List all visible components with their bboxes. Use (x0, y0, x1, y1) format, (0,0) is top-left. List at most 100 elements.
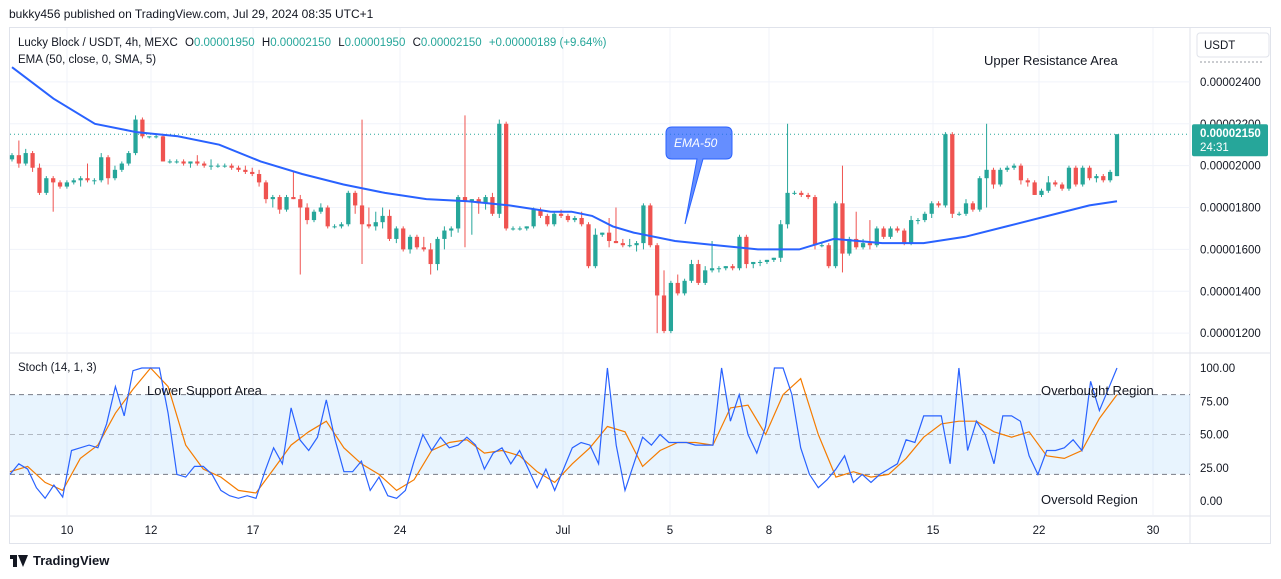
candle (874, 226, 879, 248)
candle (1094, 174, 1099, 183)
candle-body (455, 197, 461, 229)
candle-body (874, 228, 879, 246)
candle-body (37, 167, 42, 193)
stoch-axis-labels: 100.00 75.00 50.00 25.00 0.00 (1200, 363, 1235, 508)
candle (1005, 165, 1010, 172)
candle-body (1087, 167, 1092, 179)
candle-body (586, 224, 591, 267)
candle (174, 159, 179, 164)
candle (819, 243, 825, 248)
candle (936, 201, 941, 208)
time-tick-label: 12 (145, 525, 158, 537)
candle-body (854, 238, 859, 248)
candlestick-series[interactable] (9, 115, 1120, 334)
currency-button-bg[interactable] (1196, 32, 1270, 58)
candle-body (552, 213, 557, 225)
tradingview-brand[interactable]: TradingView (10, 553, 109, 568)
candle-body (641, 205, 646, 244)
candle (160, 134, 166, 162)
time-tick-label: 15 (927, 525, 940, 537)
candle (250, 167, 255, 177)
stoch-d-line[interactable] (9, 367, 1118, 494)
candle-body (44, 178, 49, 193)
price-grid (10, 81, 1190, 334)
candle (1066, 165, 1072, 191)
candle (1101, 174, 1106, 183)
candle (552, 211, 557, 227)
candle-body (984, 169, 989, 179)
legend-ema: EMA (50, close, 0, SMA, 5) (18, 54, 156, 66)
candle-body (30, 153, 35, 168)
candle (401, 226, 406, 252)
candle (311, 209, 317, 223)
candle-body (188, 161, 193, 164)
candle (929, 201, 934, 218)
candle-body (531, 209, 536, 227)
candle-body (92, 180, 97, 182)
candle (682, 278, 687, 296)
candle (771, 257, 776, 262)
candle-body (998, 169, 1003, 185)
candle-body (78, 178, 83, 181)
candle-body (222, 165, 227, 167)
candle-body (140, 119, 145, 137)
candle-body (572, 217, 577, 221)
candle (277, 194, 282, 214)
candle-body (970, 203, 975, 210)
candle-body (1066, 167, 1072, 189)
candle-body (840, 203, 845, 254)
legend-stoch: Stoch (14, 1, 3) (18, 362, 97, 374)
ema-50-line[interactable] (11, 66, 1118, 251)
candle (1011, 163, 1017, 170)
candle-body (270, 197, 275, 200)
candle (524, 226, 529, 231)
candle-body (167, 161, 172, 163)
candle-body (613, 241, 619, 244)
candle (641, 203, 646, 250)
candle (895, 226, 900, 233)
candle (510, 226, 516, 231)
candle-body (696, 264, 701, 283)
candle-body (661, 295, 667, 332)
candle-body (579, 217, 584, 225)
stoch-k-line[interactable] (9, 367, 1118, 500)
price-tick-label: 0.00001800 (1200, 203, 1261, 215)
candle-body (703, 270, 708, 283)
candle (202, 161, 207, 168)
candle-body (1046, 182, 1051, 191)
candle (593, 228, 598, 269)
candle (421, 236, 426, 252)
time-axis-labels: 10 12 17 24 Jul 5 8 15 22 30 (61, 525, 1160, 537)
candle-body (991, 169, 996, 185)
candle-body (950, 134, 955, 214)
candle-body (64, 182, 70, 187)
candle (476, 197, 481, 214)
candle-body (565, 215, 571, 221)
candle (325, 205, 330, 229)
candle (586, 222, 591, 269)
candle (387, 209, 392, 242)
candle-body (915, 220, 921, 222)
candle (119, 161, 124, 172)
candle-body (545, 215, 550, 225)
candle (785, 123, 790, 229)
candle-body (860, 243, 866, 248)
currency-button[interactable]: USDT (1204, 40, 1235, 52)
time-tick-label: 17 (247, 525, 260, 537)
candle-body (414, 236, 420, 248)
candle (606, 217, 612, 248)
price-tick-label: 0.00001400 (1200, 286, 1261, 298)
candle (696, 259, 701, 285)
candle-body (504, 123, 509, 229)
candle (1114, 134, 1120, 177)
candle-body (1032, 182, 1037, 195)
candle-body (250, 171, 255, 175)
candle (943, 132, 948, 208)
candle (346, 190, 351, 227)
candle-body (963, 203, 969, 214)
candle-body (1114, 134, 1120, 177)
candle-body (9, 155, 15, 160)
candle (112, 165, 118, 181)
candle (9, 153, 15, 162)
